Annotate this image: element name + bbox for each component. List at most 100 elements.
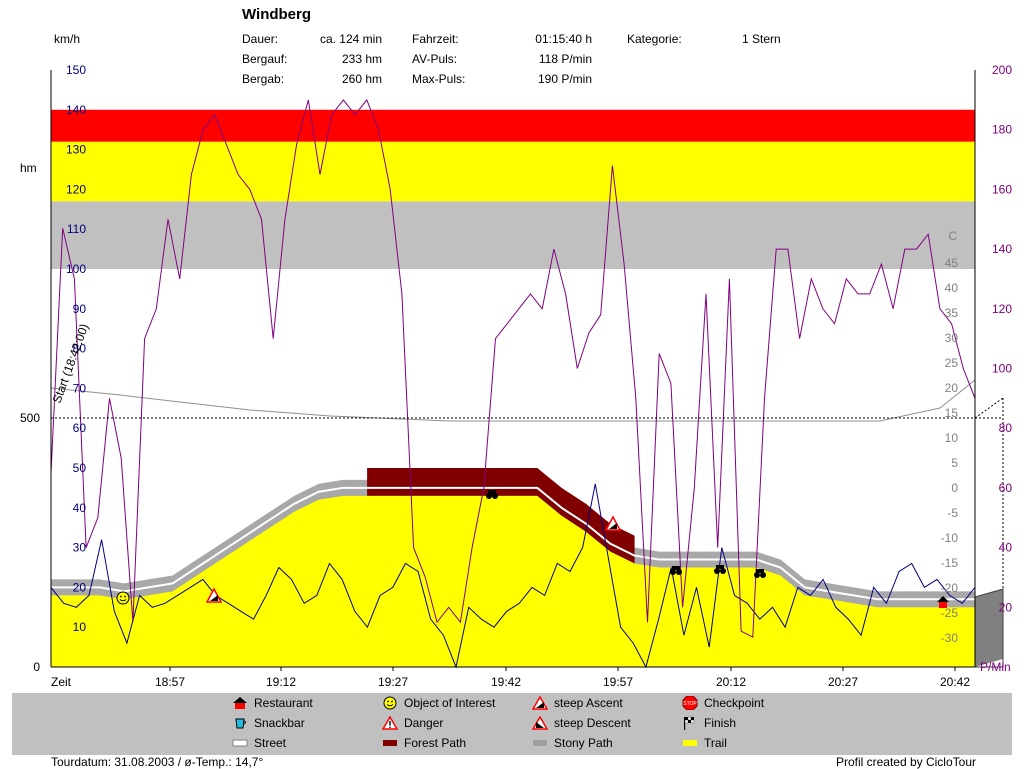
y-right-tick-label: 80	[999, 421, 1013, 435]
temp-axis-label: C	[948, 229, 957, 243]
pulse-zone-band	[51, 109, 975, 142]
restaurant-roof	[937, 596, 949, 602]
binoculars-icon	[486, 490, 498, 499]
x-tick-label: 20:12	[716, 675, 746, 689]
legend-label-street: Street	[254, 736, 287, 750]
binoculars-bridge	[672, 566, 680, 570]
legend-item-danger: Danger	[382, 716, 443, 730]
y-right-tick-label: 140	[992, 242, 1012, 256]
smiley-mouth	[119, 599, 127, 602]
smiley-icon	[383, 696, 397, 710]
y-left-tick-label: 50	[73, 461, 87, 475]
forest-path-swatch-icon	[383, 740, 397, 746]
x-tick-label: 18:57	[155, 675, 185, 689]
x-tick-label: 19:57	[603, 675, 633, 689]
profile-credit: Profil created by CicloTour	[835, 755, 976, 769]
temp-tick-label: 30	[945, 331, 959, 345]
legend-item-finish: Finish	[682, 716, 736, 730]
forest-path-band	[367, 468, 635, 564]
legend-label-danger: Danger	[404, 716, 444, 730]
y-right-tick-label: 200	[992, 63, 1012, 77]
trail-swatch-icon	[683, 740, 697, 746]
binoculars-lens	[492, 493, 498, 499]
legend-label-steep-descent: steep Descent	[554, 716, 631, 730]
stat-label-max-pulse: Max-Puls:	[412, 72, 466, 86]
temp-tick-label: 40	[945, 281, 959, 295]
left-axis-unit: km/h	[54, 32, 81, 46]
binoculars-lens	[720, 568, 726, 574]
legend-item-checkpoint: STOP Checkpoint	[682, 696, 764, 710]
legend-item-forest-path: Forest Path	[382, 736, 466, 750]
temp-tick-label: -25	[941, 606, 959, 620]
x-axis-label: Zeit	[51, 675, 72, 689]
tour-profile-chart: 1020304050607080901001101201301401500500…	[20, 63, 1013, 689]
y-left-tick-label: 20	[73, 580, 87, 594]
y-left-tick-label: 110	[67, 222, 86, 236]
temp-tick-label: -10	[941, 531, 959, 545]
legend-label-snackbar: Snackbar	[254, 716, 305, 730]
y-left-tick-label: 130	[66, 143, 86, 157]
temp-tick-label: 0	[951, 481, 958, 495]
legend-item-stony-path: Stony Path	[532, 736, 613, 750]
steep-descent-icon	[532, 716, 548, 730]
legend-label-forest-path: Forest Path	[404, 736, 467, 750]
smiley-eye	[120, 595, 122, 598]
stat-value-ride-time: 01:15:40 h	[535, 32, 592, 46]
legend-label-restaurant: Restaurant	[254, 696, 313, 710]
steep-ascent-icon	[205, 587, 223, 603]
legend-label-stony-path: Stony Path	[554, 736, 613, 750]
steep-descent-icon	[604, 515, 622, 531]
elevation-axis-unit: hm	[20, 161, 37, 175]
chart-axes	[50, 70, 1004, 671]
y-right-tick-label: 40	[999, 541, 1013, 555]
legend-item-restaurant: Restaurant	[232, 696, 313, 710]
y-left-tick-label: 140	[66, 103, 86, 117]
temp-tick-label: -20	[941, 581, 959, 595]
x-tick-label: 19:27	[378, 675, 408, 689]
smiley-eye	[124, 595, 126, 598]
legend-item-steep-ascent: steep Ascent	[532, 696, 623, 710]
temperature-line	[50, 379, 976, 422]
temp-tick-label: -30	[941, 631, 959, 645]
restaurant-icon	[233, 697, 247, 709]
y-left-tick-label: 120	[66, 182, 86, 196]
street-swatch-icon	[232, 739, 248, 747]
stop-sign-icon: STOP	[682, 696, 698, 710]
stat-value-avg-pulse: 118 P/min	[538, 52, 592, 66]
legend-item-snackbar: Snackbar	[232, 716, 305, 730]
legend-item-street: Street	[232, 736, 286, 750]
temp-tick-label: 25	[945, 356, 959, 370]
steep-ascent-icon	[532, 696, 548, 710]
binoculars-lens	[676, 569, 682, 575]
binoculars-bridge	[716, 565, 724, 569]
tour-date-temperature: Tourdatum: 31.08.2003 / ø-Temp.: 14,7°	[51, 755, 264, 769]
stat-label-ascent: Bergauf:	[242, 52, 288, 66]
cup-icon	[235, 718, 246, 729]
speed-line	[50, 483, 976, 669]
trail-area	[51, 495, 975, 667]
x-tick-label: 19:12	[266, 675, 296, 689]
pulse-zone-bands	[51, 109, 975, 269]
temp-tick-label: 15	[945, 406, 959, 420]
legend-item-object-of-interest: Object of Interest	[382, 696, 495, 710]
street-line	[51, 486, 975, 601]
elevation-profile	[51, 468, 1004, 668]
stony-path-swatch-icon	[533, 740, 547, 746]
temp-tick-label: 10	[945, 431, 959, 445]
temp-tick-label: 20	[945, 381, 959, 395]
binoculars-icon	[714, 565, 726, 574]
binoculars-icon	[754, 569, 766, 578]
y-left-tick-label: 90	[73, 302, 87, 316]
stat-label-avg-pulse: AV-Puls:	[412, 52, 458, 66]
binoculars-lens	[754, 572, 760, 578]
legend-label-steep-ascent: steep Ascent	[554, 696, 623, 710]
stat-value-ascent: 233 hm	[341, 52, 382, 66]
y-left-tick-label: 40	[73, 501, 87, 515]
y-left-tick-label: 60	[73, 421, 87, 435]
stat-value-duration: ca. 124 min	[319, 32, 382, 46]
binoculars-lens	[670, 569, 676, 575]
temp-tick-label: 35	[945, 306, 959, 320]
y-right-tick-label: 60	[999, 481, 1013, 495]
elevation-500-perspective	[974, 397, 1004, 419]
binoculars-icon	[670, 566, 682, 575]
